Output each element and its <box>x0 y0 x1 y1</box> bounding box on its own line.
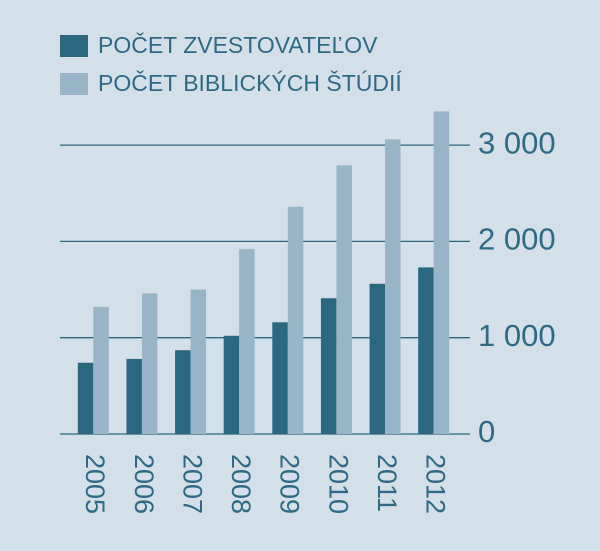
bar <box>93 306 109 434</box>
bar <box>272 322 288 434</box>
bar <box>190 289 207 434</box>
bar <box>239 249 255 434</box>
x-tick-label: 2007 <box>177 454 207 514</box>
y-tick-label: 2 000 <box>478 222 556 257</box>
bar <box>77 362 94 434</box>
legend-swatch <box>60 73 88 95</box>
bar <box>141 293 158 434</box>
y-tick-label: 3 000 <box>478 125 556 160</box>
bar <box>385 139 401 434</box>
bar <box>126 358 142 434</box>
legend-label: POČET ZVESTOVATEĽOV <box>98 31 378 58</box>
x-tick-label: 2005 <box>80 454 110 514</box>
bar <box>320 298 337 434</box>
y-tick-label: 1 000 <box>478 318 556 353</box>
legend-label: POČET BIBLICKÝCH ŠTÚDIÍ <box>98 69 402 96</box>
x-tick-label: 2008 <box>226 454 256 514</box>
bar <box>336 165 352 434</box>
x-tick-label: 2006 <box>129 454 159 514</box>
legend-swatch <box>60 35 88 57</box>
x-tick-label: 2011 <box>372 454 402 512</box>
x-tick-label: 2010 <box>323 454 353 514</box>
bar <box>287 206 304 434</box>
bar <box>175 350 191 434</box>
x-tick-label: 2012 <box>421 454 451 514</box>
bar <box>223 335 240 434</box>
bar <box>433 111 450 435</box>
y-tick-label: 0 <box>478 414 495 449</box>
bar <box>369 283 386 434</box>
x-tick-label: 2009 <box>275 454 305 514</box>
bar <box>418 267 434 434</box>
